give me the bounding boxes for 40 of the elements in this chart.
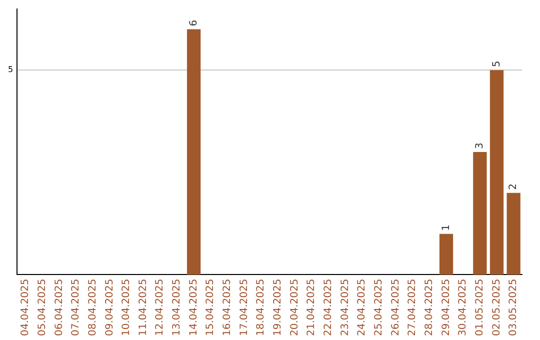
x-tick-label: 05.04.2025: [36, 278, 48, 336]
x-tick-label: 03.05.2025: [508, 278, 520, 336]
bar: [439, 234, 454, 275]
x-tick-label: 08.04.2025: [87, 278, 98, 336]
x-tick-label: 29.04.2025: [440, 278, 452, 336]
x-tick-label: 18.04.2025: [256, 278, 267, 336]
x-tick-label: 22.04.2025: [323, 278, 334, 336]
x-tick-label: 11.04.2025: [138, 278, 149, 336]
x-tick-label: 12.04.2025: [154, 278, 166, 336]
data-label: 5: [491, 60, 502, 68]
x-tick-label: 02.05.2025: [491, 278, 502, 336]
bar: [473, 152, 487, 275]
x-tick-label: 16.04.2025: [222, 278, 234, 336]
x-tick-label: 26.04.2025: [390, 278, 402, 336]
x-tick-label: 14.04.2025: [188, 278, 200, 336]
x-tick-label: 20.04.2025: [289, 278, 300, 336]
x-tick-label: 01.05.2025: [474, 278, 486, 336]
x-tick-label: 30.04.2025: [458, 278, 469, 336]
x-tick-label: 13.04.2025: [172, 278, 183, 336]
x-tick-label: 07.04.2025: [70, 278, 82, 336]
x-tick-label: 04.04.2025: [20, 278, 32, 336]
x-tick-label: 09.04.2025: [104, 278, 116, 336]
x-tick-label: 21.04.2025: [306, 278, 318, 336]
data-label: 2: [508, 184, 520, 190]
x-tick-label: 25.04.2025: [374, 278, 385, 336]
data-label: 1: [440, 224, 452, 231]
data-label: 3: [474, 142, 486, 149]
bar: [490, 70, 504, 275]
x-tick-label: 15.04.2025: [205, 278, 216, 336]
x-tick-label: 19.04.2025: [272, 278, 284, 336]
x-tick-label: 24.04.2025: [356, 278, 368, 336]
bar: [186, 29, 201, 275]
x-tick-label: 27.04.2025: [407, 278, 418, 336]
x-tick-label: 10.04.2025: [121, 278, 132, 336]
data-label: 6: [188, 20, 200, 26]
x-tick-label: 06.04.2025: [54, 278, 65, 336]
bar: [506, 192, 520, 275]
x-tick-label: 17.04.2025: [238, 278, 250, 336]
x-tick-label: 28.04.2025: [424, 278, 436, 336]
x-tick-label: 23.04.2025: [340, 278, 351, 336]
